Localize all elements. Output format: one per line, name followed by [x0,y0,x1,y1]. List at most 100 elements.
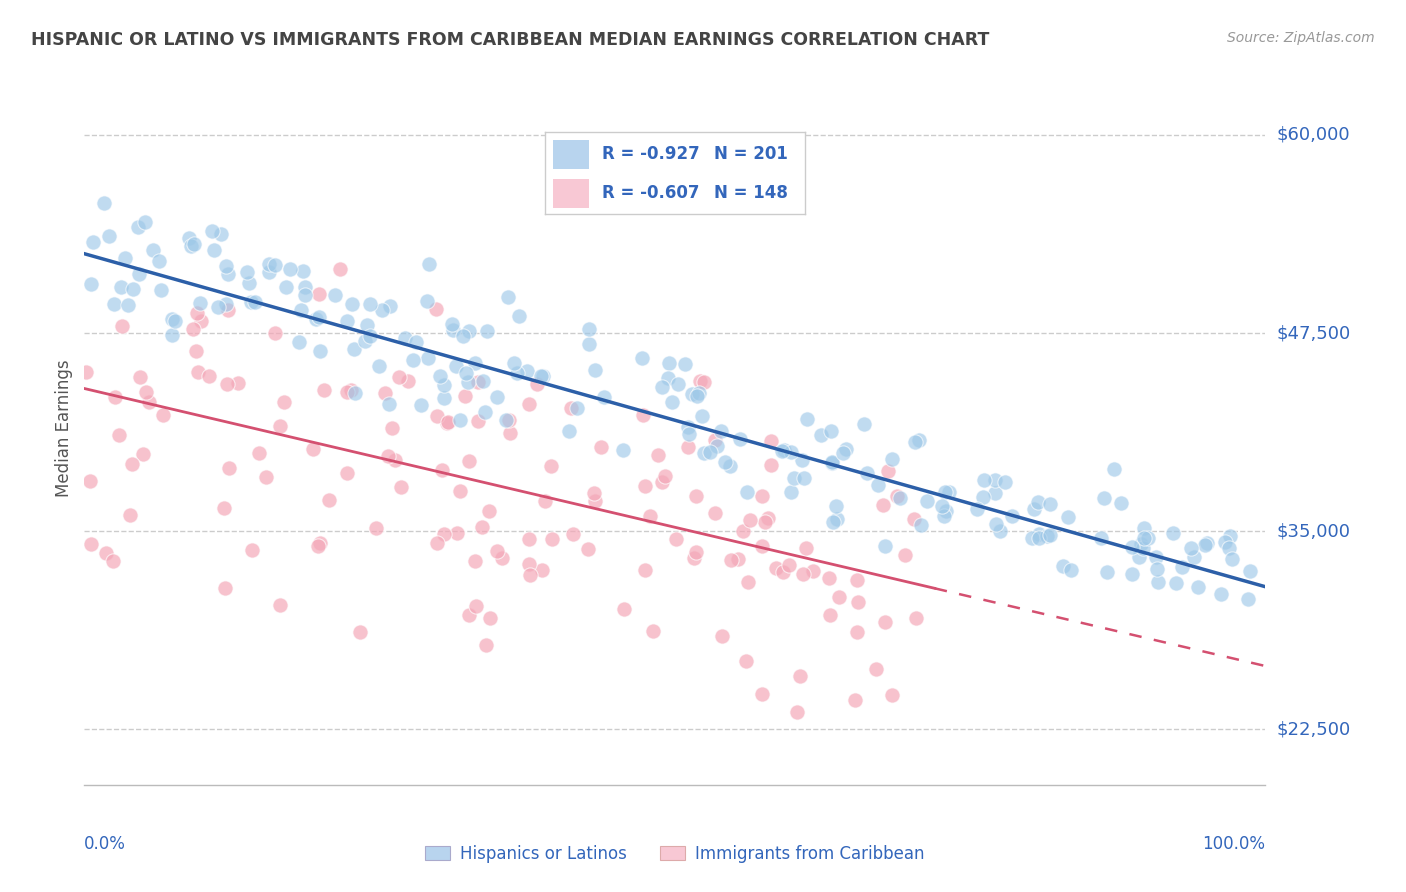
Point [449,484,471,499]
Point [436,416,458,430]
Point [198,369,221,384]
Point [449,413,471,427]
Point [269,419,291,434]
Point [1090,531,1112,545]
Point [1239,564,1261,578]
Point [984,474,1007,488]
Text: 0.0%: 0.0% [84,835,127,853]
Point [657,371,679,385]
Point [457,375,479,389]
Point [986,516,1008,531]
Point [214,581,236,595]
Point [97,229,120,244]
Point [931,500,953,514]
Legend: Hispanics or Latinos, Immigrants from Caribbean: Hispanics or Latinos, Immigrants from Ca… [419,838,931,870]
Point [75,365,97,379]
Point [180,238,202,252]
Point [128,267,150,281]
Point [686,389,709,403]
Point [540,532,562,546]
Point [711,629,734,643]
Point [593,390,616,404]
Point [973,473,995,487]
Point [1022,501,1045,516]
Point [80,277,103,291]
Point [214,501,236,516]
Point [778,558,800,573]
Point [101,554,124,568]
Point [783,471,806,485]
Point [935,504,957,518]
Point [82,235,104,249]
Point [613,601,636,615]
Point [254,469,277,483]
Point [426,535,449,549]
Point [1036,529,1059,543]
Point [818,607,841,622]
Point [1219,529,1241,543]
Point [643,624,665,638]
Point [278,261,301,276]
Point [1028,531,1050,545]
Point [793,471,815,485]
Point [966,501,988,516]
Point [405,334,427,349]
Point [846,595,869,609]
Point [1220,552,1243,566]
Point [821,455,844,469]
Point [882,688,904,702]
Point [129,370,152,384]
Text: $47,500: $47,500 [1277,324,1351,342]
Point [359,297,381,311]
Point [1038,528,1060,542]
Point [562,526,585,541]
Point [751,539,773,553]
Point [218,268,240,282]
Point [770,443,793,458]
Point [988,524,1011,538]
Point [218,461,240,475]
Point [1209,587,1232,601]
Point [1161,526,1184,541]
Point [110,280,132,294]
Point [217,302,239,317]
Point [479,611,502,625]
Point [177,230,200,244]
Point [309,343,332,358]
Point [683,551,706,566]
Point [336,314,359,328]
Point [508,309,530,323]
Point [433,377,456,392]
Point [308,310,330,325]
Point [846,625,869,640]
Point [1121,540,1143,554]
Point [1213,535,1236,549]
Point [202,243,225,257]
Point [454,366,477,380]
Point [583,362,606,376]
Point [245,294,267,309]
Point [651,380,673,394]
Point [226,376,249,390]
Point [761,458,783,472]
Point [915,494,938,508]
Point [498,413,520,427]
Point [789,669,811,683]
Point [765,561,787,575]
Point [103,390,125,404]
Point [433,392,456,406]
Point [633,563,655,577]
Point [370,302,392,317]
Point [336,385,359,400]
Point [714,454,737,468]
Point [868,478,890,492]
Point [111,319,134,334]
Point [1237,591,1260,606]
Point [820,424,842,438]
Point [531,368,554,383]
Point [612,443,634,458]
Point [908,433,931,447]
Point [1021,531,1043,545]
Point [389,480,412,494]
Point [418,351,440,366]
